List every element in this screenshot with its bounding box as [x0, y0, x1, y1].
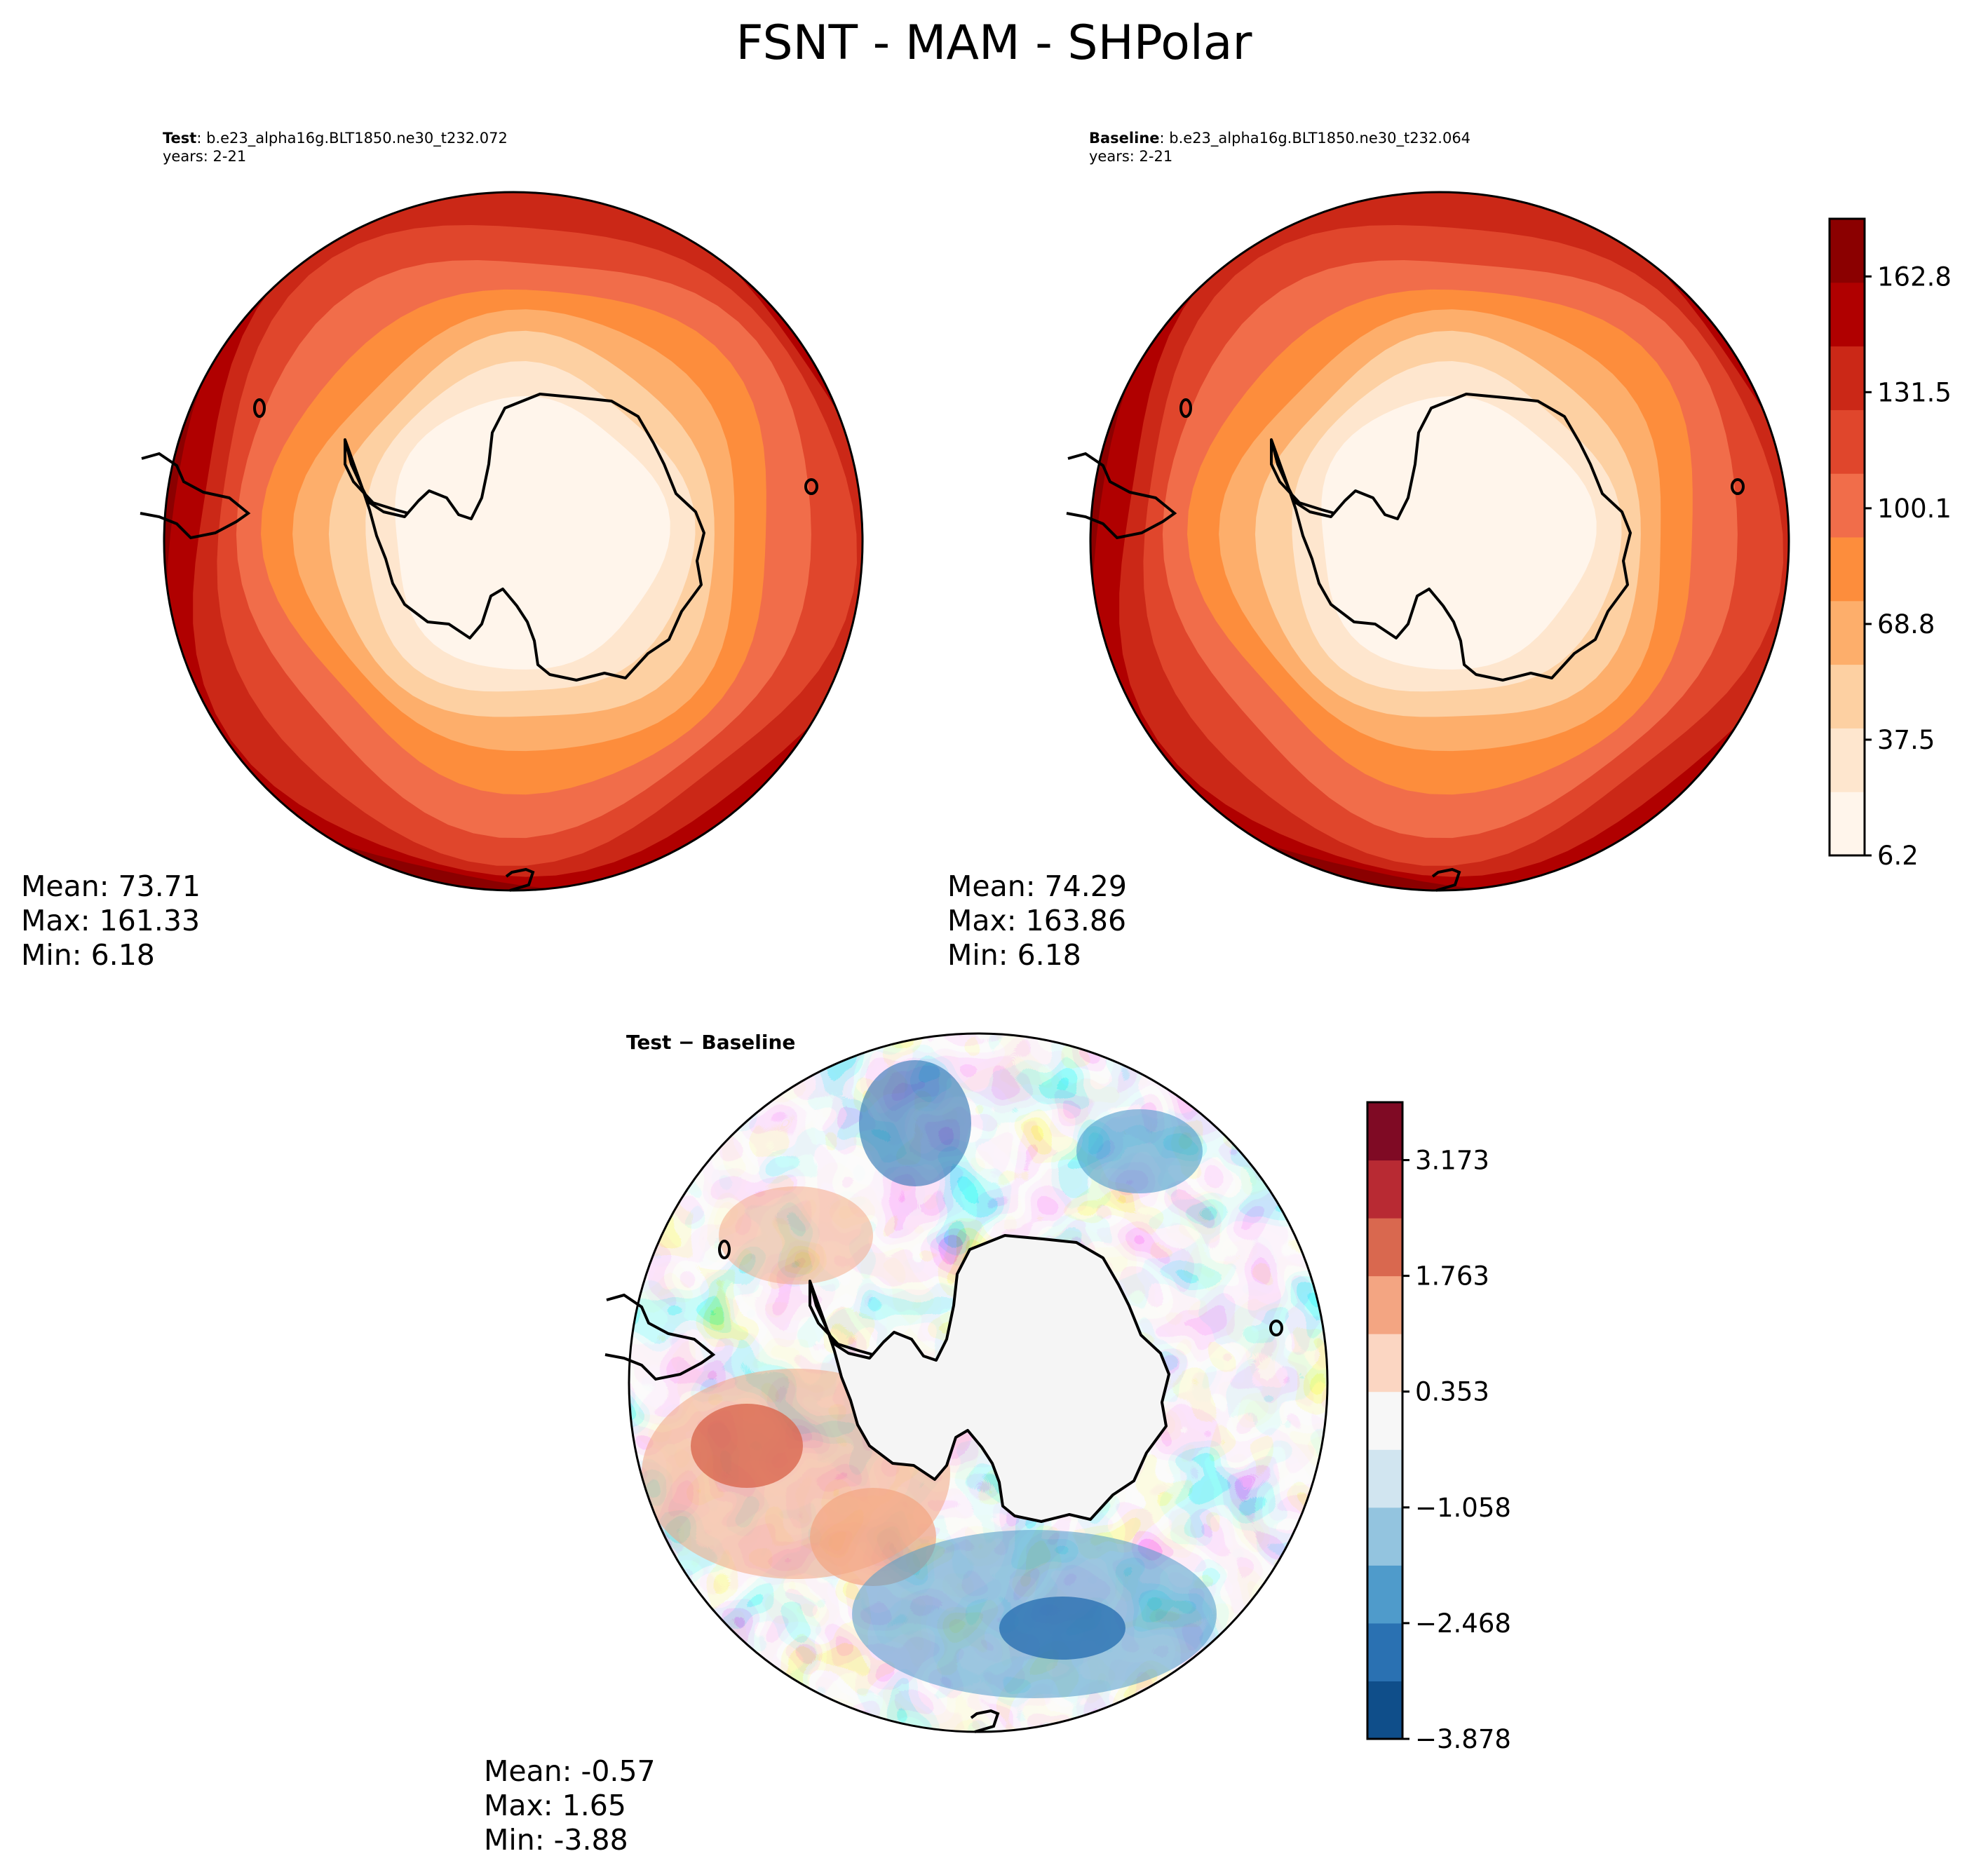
- diff-stat-min: Min: -3.88: [484, 1823, 628, 1857]
- colorbar-tick-label: 162.8: [1877, 262, 1952, 292]
- colorbar-segment: [1830, 600, 1865, 665]
- colorbar-segment: [1830, 728, 1865, 792]
- colorbar-segment: [1367, 1275, 1402, 1334]
- diff-panel-label: Test − Baseline: [626, 1031, 796, 1054]
- baseline-stat-mean: Mean: 74.29: [947, 869, 1127, 903]
- antarctic-peninsula-coastline: [809, 1281, 874, 1356]
- colorbar-frame: [1366, 1101, 1404, 1740]
- antarctic-peninsula-coastline: [1270, 440, 1335, 515]
- contour-band: [395, 395, 670, 670]
- baseline-years: years: 2-21: [1089, 148, 1173, 165]
- test-map: [140, 191, 864, 892]
- test-stat-max: Max: 161.33: [21, 904, 201, 937]
- test-label-bold: Test: [163, 130, 197, 147]
- colorbar-segment: [1830, 792, 1865, 856]
- antarctica-coastline: [1270, 393, 1632, 682]
- island-coastline: [253, 398, 266, 418]
- antarctica-coastline: [344, 393, 705, 682]
- colorbar-segment: [1367, 1681, 1402, 1740]
- diff-anomaly: [859, 1060, 971, 1186]
- colorbar-segment: [1830, 537, 1865, 602]
- colorbar-tick-label: −2.468: [1415, 1608, 1511, 1639]
- test-panel-label: Test: b.e23_alpha16g.BLT1850.ne30_t232.0…: [163, 129, 508, 165]
- test-label-text: : b.e23_alpha16g.BLT1850.ne30_t232.072: [196, 130, 508, 147]
- difference-colorbar: −3.878 −2.468 −1.058 0.353 1.763 3.173: [1366, 1101, 1511, 1754]
- colorbar-segment: [1367, 1160, 1402, 1219]
- colorbar-segment: [1367, 1622, 1402, 1681]
- colorbar-segment: [1830, 473, 1865, 538]
- colorbar-segment: [1367, 1565, 1402, 1624]
- difference-map: [604, 1032, 1329, 1733]
- colorbar-tick-label: −1.058: [1415, 1493, 1511, 1523]
- diff-anomaly: [1076, 1109, 1203, 1193]
- colorbar-tick-label: 131.5: [1877, 377, 1952, 407]
- colorbar-segment: [1830, 282, 1865, 347]
- colorbar-tick-label: 6.2: [1877, 841, 1919, 871]
- colorbar-segment: [1367, 1449, 1402, 1508]
- test-years: years: 2-21: [163, 148, 247, 165]
- colorbar-tick-label: 100.1: [1877, 494, 1952, 524]
- baseline-label-text: : b.e23_alpha16g.BLT1850.ne30_t232.064: [1159, 130, 1471, 147]
- colorbar-segment: [1830, 409, 1865, 474]
- colorbar-segment: [1830, 664, 1865, 729]
- island-coastline: [1269, 1320, 1283, 1336]
- test-stats: Mean: 73.71 Max: 161.33 Min: 6.18: [21, 869, 201, 973]
- colorbar-tick-label: 37.5: [1877, 725, 1935, 755]
- test-stat-mean: Mean: 73.71: [21, 869, 201, 903]
- colorbar-tick-label: −3.878: [1415, 1724, 1511, 1754]
- south-america-coastline: [604, 1293, 716, 1381]
- baseline-stats: Mean: 74.29 Max: 163.86 Min: 6.18: [947, 869, 1127, 973]
- island-coastline: [804, 478, 818, 495]
- colorbar-tick-label: 0.353: [1415, 1377, 1489, 1407]
- colorbar-segment: [1367, 1391, 1402, 1450]
- antarctic-peninsula-coastline: [344, 440, 409, 515]
- diff-stats: Mean: -0.57 Max: 1.65 Min: -3.88: [484, 1754, 656, 1857]
- colorbar-segment: [1830, 346, 1865, 410]
- landmass-coastline: [505, 867, 535, 892]
- diff-stat-mean: Mean: -0.57: [484, 1754, 656, 1788]
- colorbar-segment: [1367, 1218, 1402, 1277]
- south-america-coastline: [1066, 452, 1177, 540]
- antarctica-fill: [810, 1235, 1169, 1522]
- colorbar-segment: [1367, 1334, 1402, 1393]
- diff-stat-max: Max: 1.65: [484, 1789, 626, 1822]
- colorbar-segment: [1830, 219, 1865, 283]
- baseline-colorbar: 6.2 37.5 68.8 100.1 131.5 162.8: [1828, 217, 1952, 871]
- baseline-stat-max: Max: 163.86: [947, 904, 1127, 937]
- contour-band: [1321, 395, 1597, 670]
- baseline-map: [1066, 191, 1790, 892]
- island-coastline: [1179, 398, 1192, 418]
- south-america-coastline: [140, 452, 251, 540]
- figure-title: FSNT - MAM - SHPolar: [736, 15, 1252, 71]
- colorbar-frame: [1828, 217, 1866, 857]
- island-coastline: [718, 1240, 731, 1259]
- colorbar-segment: [1367, 1507, 1402, 1566]
- baseline-label-bold: Baseline: [1089, 130, 1160, 147]
- landmass-coastline: [970, 1709, 1000, 1733]
- diff-anomaly: [999, 1597, 1125, 1660]
- baseline-stat-min: Min: 6.18: [947, 938, 1081, 972]
- colorbar-tick-label: 1.763: [1415, 1261, 1489, 1292]
- colorbar-tick-label: 3.173: [1415, 1146, 1489, 1176]
- landmass-coastline: [1431, 867, 1461, 892]
- diff-anomaly: [691, 1404, 803, 1488]
- island-coastline: [1731, 478, 1745, 495]
- antarctica-coastline: [809, 1234, 1170, 1523]
- colorbar-tick-label: 68.8: [1877, 609, 1935, 639]
- test-stat-min: Min: 6.18: [21, 938, 155, 972]
- colorbar-segment: [1367, 1102, 1402, 1161]
- diff-anomaly: [719, 1186, 873, 1285]
- baseline-panel-label: Baseline: b.e23_alpha16g.BLT1850.ne30_t2…: [1089, 129, 1470, 165]
